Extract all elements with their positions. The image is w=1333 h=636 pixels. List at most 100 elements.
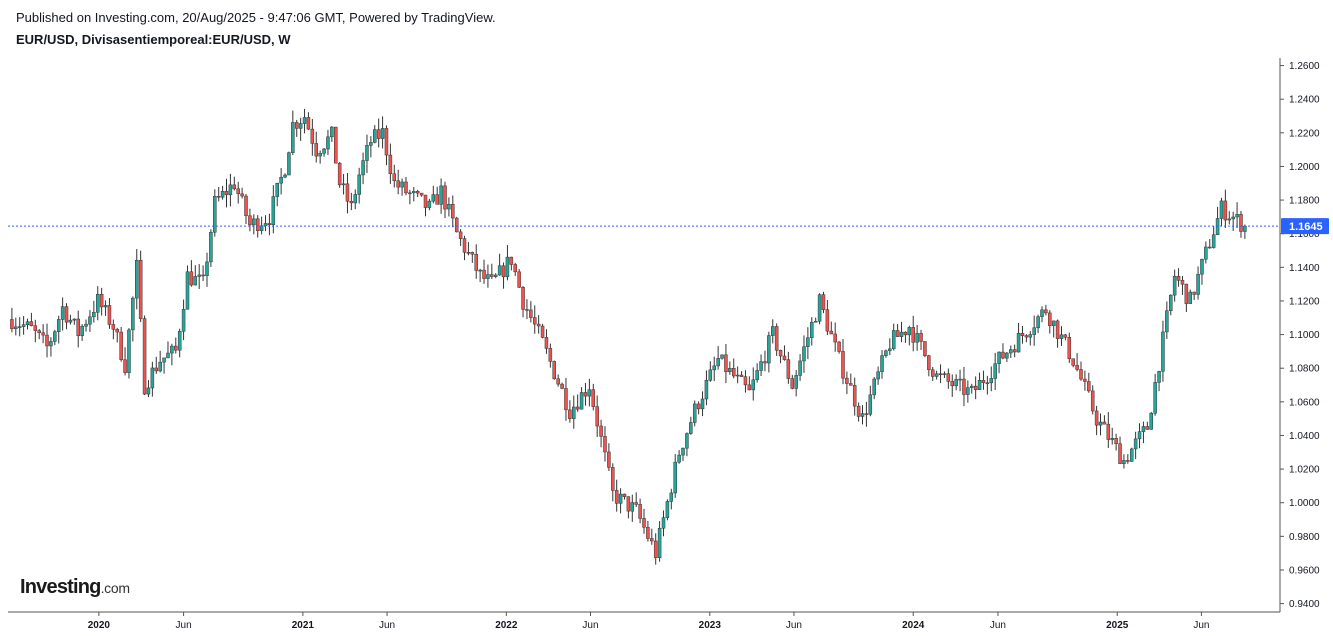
candle-body: [49, 341, 53, 347]
candle: [49, 337, 53, 357]
logo-domain: .com: [100, 580, 130, 596]
candle-body: [583, 392, 588, 397]
candle-body: [1024, 335, 1029, 338]
candle: [462, 235, 467, 261]
candle-body: [396, 180, 400, 188]
candle-body: [743, 376, 748, 386]
candle: [310, 118, 315, 156]
x-tick-label: Jun: [786, 620, 802, 631]
candle: [365, 134, 369, 174]
candle-body: [973, 385, 978, 390]
candle: [849, 373, 853, 386]
candle: [376, 118, 381, 148]
candle: [696, 401, 701, 415]
candle-body: [373, 129, 377, 143]
candle: [884, 349, 888, 358]
candle-body: [1106, 423, 1111, 440]
candle-body: [669, 492, 674, 502]
candle: [1020, 326, 1025, 344]
candle: [209, 229, 213, 268]
candle: [162, 357, 166, 374]
candle: [232, 176, 237, 191]
candle-body: [548, 348, 553, 362]
candle-body: [1157, 371, 1161, 383]
symbol-title: EUR/USD, Divisasentiemporeal:EUR/USD, W: [16, 32, 291, 47]
candle-body: [540, 325, 545, 338]
candle: [958, 369, 962, 392]
candle: [872, 377, 876, 400]
candle: [170, 343, 174, 366]
candle-body: [1020, 332, 1025, 336]
candle-body: [115, 329, 120, 333]
candle-body: [579, 392, 584, 410]
candle-body: [1009, 349, 1013, 354]
candle-body: [174, 345, 178, 351]
candle-body: [275, 182, 279, 197]
candle-body: [872, 378, 876, 396]
candle: [1106, 412, 1111, 448]
candle-body: [1243, 225, 1247, 232]
y-tick-label: 1.2400: [1289, 95, 1320, 106]
candle-body: [825, 309, 830, 332]
candle-body: [817, 294, 822, 322]
candle-body: [291, 122, 295, 153]
candle: [1149, 411, 1153, 430]
candle: [33, 319, 38, 343]
candle-body: [1090, 390, 1095, 412]
candle: [263, 215, 268, 232]
candle-body: [560, 383, 564, 389]
candle: [41, 324, 45, 344]
candle: [482, 259, 486, 284]
candle-body: [365, 145, 369, 161]
candle: [681, 447, 685, 462]
candle: [119, 326, 123, 362]
last-price-badge-bg: [1281, 218, 1329, 235]
candle: [735, 366, 740, 384]
candle: [1196, 266, 1200, 300]
candle: [708, 361, 713, 382]
candle: [731, 358, 736, 379]
candle-body: [10, 319, 14, 329]
y-tick-label: 1.0000: [1289, 498, 1320, 509]
candle-body: [673, 461, 677, 494]
candle: [142, 315, 147, 396]
candle-body: [782, 355, 787, 360]
y-tick-label: 0.9800: [1289, 532, 1320, 543]
candle-body: [435, 194, 439, 205]
candle: [1063, 334, 1068, 341]
candle: [1215, 206, 1220, 236]
candle-body: [1036, 316, 1040, 329]
candle-body: [158, 361, 162, 372]
candle: [907, 325, 912, 346]
candle: [993, 352, 997, 390]
candle-body: [25, 321, 30, 325]
candle: [810, 317, 814, 346]
candle-body: [201, 274, 205, 277]
candle: [357, 167, 361, 204]
candle-body: [427, 200, 432, 208]
candle-body: [1172, 275, 1177, 296]
candle: [443, 181, 447, 219]
candle: [751, 367, 756, 401]
candle: [259, 216, 264, 235]
y-tick-label: 1.0400: [1289, 431, 1320, 442]
candle: [1208, 238, 1212, 249]
candle: [197, 264, 201, 289]
candle-body: [107, 305, 112, 325]
candle-body: [747, 384, 752, 391]
candle-body: [334, 126, 338, 164]
candle: [454, 216, 459, 233]
candle-body: [240, 193, 244, 197]
candle: [53, 329, 57, 346]
candle: [1176, 268, 1181, 287]
candle-body: [493, 274, 498, 277]
candle: [283, 173, 287, 179]
candle-body: [154, 367, 159, 372]
candle-body: [341, 183, 346, 186]
candle: [95, 286, 100, 321]
y-tick-label: 1.1400: [1289, 263, 1320, 274]
candle: [572, 395, 576, 429]
candle-body: [474, 253, 478, 271]
candle-body: [306, 117, 311, 130]
